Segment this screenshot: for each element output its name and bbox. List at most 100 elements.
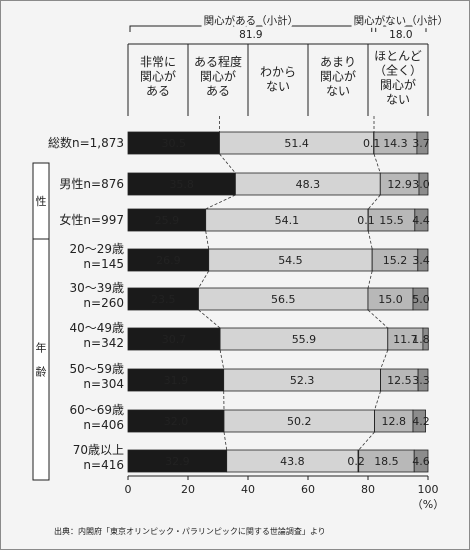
group-header-label: 関心がない（小計）	[354, 14, 449, 27]
boundary-connector	[219, 349, 225, 370]
bar-segment	[417, 248, 429, 272]
group-bracket	[129, 25, 373, 32]
x-tick-label: 80	[361, 483, 375, 496]
bar-value-label: 12.9	[387, 178, 412, 191]
boundary-connector	[205, 194, 236, 210]
group-side-box	[32, 238, 50, 481]
series-header-label: わから	[260, 65, 296, 79]
series-header-label: ない	[386, 93, 410, 107]
bar-value-label: 26.9	[156, 254, 181, 267]
boundary-connector	[367, 194, 381, 210]
series-header-label: 関心が	[380, 77, 416, 92]
bar-segment	[418, 172, 429, 196]
bar-value-label: 50.2	[287, 415, 312, 428]
bar-segment	[417, 368, 429, 392]
series-header-label: ない	[266, 80, 290, 94]
series-header-label: （全く）	[374, 63, 422, 78]
x-tick-label: 100	[418, 483, 439, 496]
bar-value-label: 32.9	[165, 455, 190, 468]
x-tick-label: 60	[301, 483, 315, 496]
bar-segment	[414, 208, 429, 232]
bar-value-label: 4.2	[412, 415, 430, 428]
bar-value-label: 0.1	[363, 137, 381, 150]
category-label: n=145	[83, 257, 124, 271]
bar-value-label: 52.3	[290, 374, 315, 387]
group-bracket	[375, 25, 427, 32]
series-header-label: 関心が	[320, 69, 356, 84]
bar-value-label: 30.5	[162, 137, 187, 150]
boundary-connector	[374, 390, 381, 411]
x-tick-label: 40	[241, 483, 255, 496]
bar-value-label: 48.3	[296, 178, 321, 191]
group-header-label: 関心がある（小計）	[204, 14, 299, 27]
bar-value-label: 30.7	[162, 333, 187, 346]
category-label: 男性n=876	[59, 177, 124, 191]
bar-segment	[416, 131, 429, 155]
x-tick-label: 0	[125, 483, 132, 496]
bar-value-label: 18.5	[374, 455, 399, 468]
boundary-connector	[198, 270, 210, 289]
bar-value-label: 3.7	[412, 137, 430, 150]
boundary-connector	[223, 431, 228, 451]
bar-segment	[412, 287, 429, 311]
group-side-label: 年	[36, 341, 47, 355]
bar-value-label: 3.0	[412, 178, 430, 191]
bar-value-label: 3.4	[412, 254, 430, 267]
series-header-label: ある程度	[194, 54, 242, 69]
series-header-label: 非常に	[140, 55, 176, 69]
bar-value-label: 51.4	[284, 137, 309, 150]
group-header-value: 81.9	[239, 29, 262, 41]
bar-value-label: 5.0	[412, 293, 430, 306]
series-header-label: ある	[146, 84, 170, 98]
series-header-label: あまり	[320, 55, 356, 69]
category-label: n=406	[83, 418, 124, 432]
bar-segment	[422, 327, 429, 351]
category-label: 50〜59歳	[69, 362, 124, 376]
category-label: 総数n=1,873	[48, 135, 124, 150]
category-label: 女性n=997	[59, 212, 124, 227]
x-axis-unit: （%）	[412, 498, 444, 511]
group-header-value: 18.0	[389, 29, 412, 41]
bar-value-label: 3.3	[412, 374, 430, 387]
boundary-connector	[373, 153, 381, 174]
bar-value-label: 31.9	[164, 374, 189, 387]
bar-value-label: 32.0	[164, 415, 189, 428]
bar-value-label: 25.9	[155, 214, 180, 227]
category-label: n=342	[83, 336, 124, 350]
bar-value-label: 1.8	[412, 333, 430, 346]
group-side-label: 齢	[36, 365, 47, 379]
source-note: 出典：内閣府「東京オリンピック・パラリンピックに関する世論調査」より	[54, 526, 326, 536]
bar-value-label: 11.7	[393, 333, 418, 346]
bar-value-label: 12.8	[382, 415, 407, 428]
boundary-connector	[358, 431, 375, 451]
bar-value-label: 54.5	[278, 254, 303, 267]
bar-value-label: 12.5	[387, 374, 412, 387]
category-label: n=416	[83, 458, 124, 472]
bar-value-label: 43.8	[280, 455, 305, 468]
bar-value-label: 56.5	[271, 293, 296, 306]
category-label: 60〜69歳	[69, 403, 124, 417]
category-label: 70歳以上	[73, 443, 124, 457]
boundary-connector	[205, 230, 210, 250]
bar-segment	[413, 449, 429, 473]
category-label: 20〜29歳	[69, 242, 124, 256]
bar-value-label: 54.1	[275, 214, 300, 227]
boundary-connector	[380, 349, 389, 370]
bar-value-label: 0.2	[347, 455, 365, 468]
bar-value-label: 15.2	[383, 254, 408, 267]
bar-value-label: 55.9	[292, 333, 317, 346]
boundary-connector	[219, 153, 236, 174]
category-label: 30〜39歳	[69, 281, 124, 295]
bar-value-label: 14.3	[383, 137, 408, 150]
bar-value-label: 35.8	[169, 178, 194, 191]
series-header-label: 関心が	[200, 69, 236, 84]
boundary-connector	[367, 270, 373, 289]
x-tick-label: 20	[181, 483, 195, 496]
category-label: 40〜49歳	[69, 321, 124, 335]
bar-value-label: 4.6	[412, 455, 430, 468]
series-header-label: ない	[326, 84, 350, 98]
boundary-connector	[198, 309, 221, 329]
category-label: n=304	[83, 377, 124, 391]
series-header-label: 関心が	[140, 69, 176, 84]
